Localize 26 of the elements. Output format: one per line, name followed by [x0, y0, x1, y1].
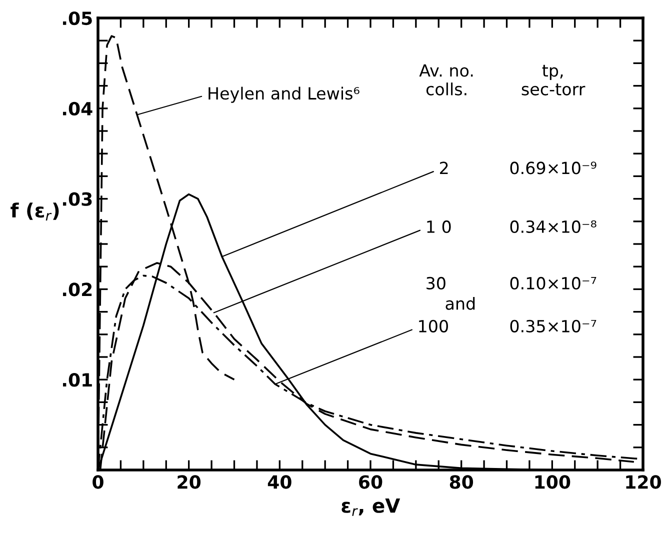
- annotation: Av. no. colls.: [419, 64, 473, 96]
- x-tick-label: 0: [92, 475, 104, 489]
- annotation: tp, sec-torr: [522, 64, 586, 96]
- x-tick-label: 20: [178, 475, 201, 489]
- x-tick-label: 100: [535, 475, 570, 489]
- y-tick-label: .02: [62, 282, 92, 296]
- x-tick-label: 80: [450, 475, 474, 489]
- annotation: and: [446, 296, 475, 310]
- y-axis-title: f (ε$_{r}$): [10, 202, 59, 221]
- annotation: 0.10×10⁻⁷: [510, 276, 596, 290]
- x-tick-label: 40: [268, 475, 292, 489]
- y-tick-label: .03: [62, 192, 92, 206]
- annotation: 100: [419, 320, 448, 332]
- y-tick-label: .04: [62, 102, 92, 116]
- annotation: Heylen and Lewis⁶: [208, 86, 360, 103]
- annotation: 0.34×10⁻⁸: [510, 220, 596, 234]
- y-tick-label: .01: [62, 373, 92, 387]
- annotation: 1 0: [427, 220, 451, 234]
- annotation: 0.35×10⁻⁷: [510, 320, 596, 332]
- x-axis-title: ε$_{r}$, eV: [342, 498, 400, 516]
- annotation: 0.69×10⁻⁹: [510, 162, 596, 174]
- annotation: 30: [426, 276, 446, 290]
- annotation: 2: [440, 162, 448, 174]
- x-tick-label: 120: [626, 475, 661, 489]
- y-tick-label: .05: [62, 11, 92, 26]
- x-tick-label: 60: [359, 475, 382, 489]
